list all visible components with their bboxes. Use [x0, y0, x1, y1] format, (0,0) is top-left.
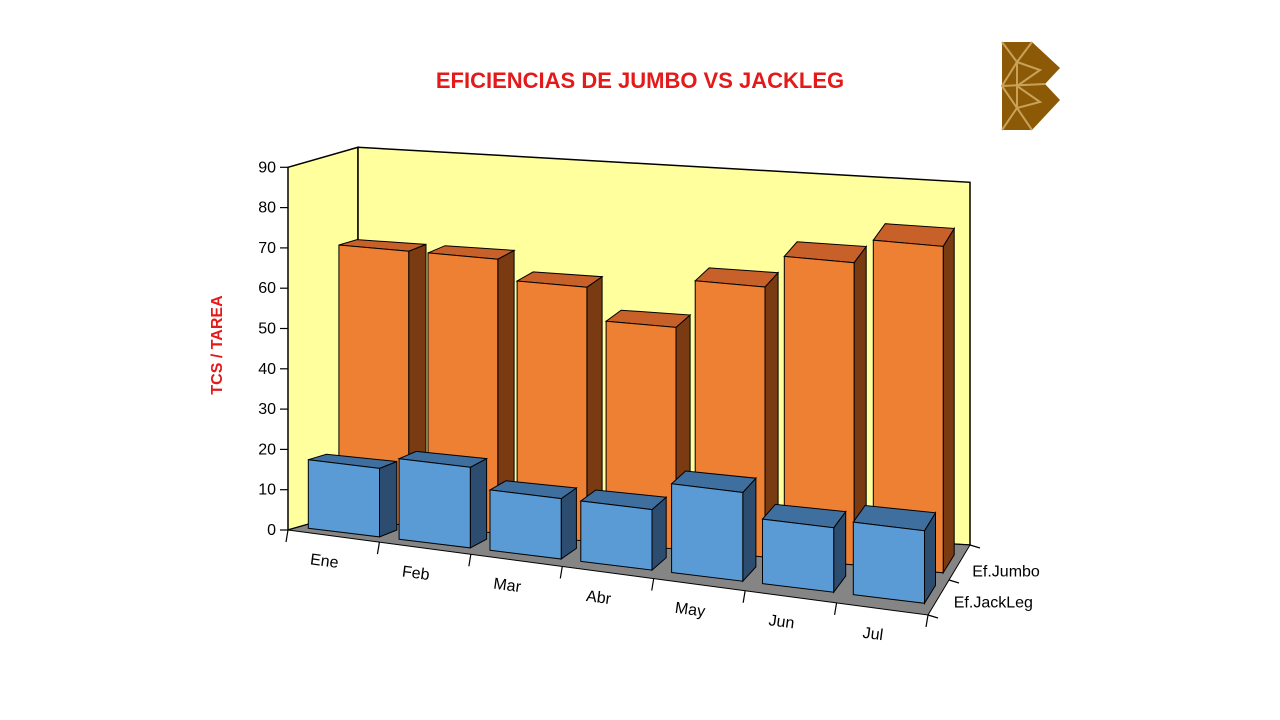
bar-jumbo-mar: [515, 271, 604, 543]
bar-jackleg-mar: [488, 480, 578, 560]
y-axis: 0 10 20 30 40 50 60 70 80 90: [258, 159, 288, 539]
x-tick: [651, 578, 655, 591]
series-label-jumbo: Ef.Jumbo: [972, 564, 1040, 581]
bars: [307, 223, 956, 606]
bar-front: [398, 458, 471, 549]
bar-jumbo-jul: [872, 223, 956, 575]
x-tick-label: Jun: [768, 612, 796, 632]
bar-side: [942, 226, 955, 575]
bar-jackleg-ene: [307, 453, 398, 538]
y-tick-label: 70: [258, 240, 276, 257]
x-tick-label: Jul: [862, 625, 885, 645]
bar-side: [469, 457, 488, 549]
series-labels: Ef.Jumbo Ef.JackLeg: [927, 544, 1040, 619]
bar-jackleg-jun: [761, 503, 847, 594]
x-tick-label: Abr: [585, 588, 613, 608]
bar-side: [560, 487, 577, 560]
y-tick-label: 30: [258, 401, 276, 418]
x-axis: Ene Feb Mar Abr May Jun Jul: [285, 529, 929, 645]
x-tick: [925, 614, 929, 628]
x-tick: [559, 566, 563, 579]
bar-jackleg-abr: [579, 489, 668, 572]
series-label-jackleg: Ef.JackLeg: [954, 594, 1033, 611]
bar-front: [580, 500, 653, 571]
x-tick: [833, 602, 838, 615]
y-tick-label: 50: [258, 321, 276, 338]
bar-jumbo-jun: [783, 241, 868, 567]
x-tick-label: May: [674, 600, 706, 621]
x-tick: [376, 542, 381, 555]
y-axis-label: TCS / TAREA: [209, 295, 226, 395]
bar-jackleg-may: [670, 470, 757, 583]
x-tick-label: Ene: [309, 551, 340, 572]
logo-line: [1001, 83, 1046, 87]
x-tick-label: Mar: [492, 576, 522, 597]
depth-tick: [969, 544, 981, 549]
bar-front: [307, 459, 380, 538]
bar-side: [379, 460, 398, 538]
bar-jackleg-feb: [397, 450, 489, 549]
depth-tick: [948, 579, 960, 584]
depth-tick: [927, 614, 939, 619]
x-tick: [285, 529, 289, 543]
bar-front: [852, 521, 925, 604]
y-tick-label: 90: [258, 159, 276, 176]
y-tick-label: 60: [258, 280, 276, 297]
x-tick: [742, 590, 746, 603]
company-logo-icon: [1000, 41, 1060, 131]
bar-front: [671, 483, 744, 582]
bar-jackleg-jul: [852, 504, 937, 606]
x-tick: [468, 554, 472, 567]
y-tick-label: 10: [258, 482, 276, 499]
chart-title: EFICIENCIAS DE JUMBO VS JACKLEG: [436, 68, 844, 93]
bar-side: [742, 476, 757, 583]
y-tick-label: 40: [258, 361, 276, 378]
y-tick-label: 80: [258, 200, 276, 217]
y-tick-label: 20: [258, 441, 276, 458]
y-tick-label: 0: [267, 522, 276, 539]
x-tick-label: Feb: [401, 564, 431, 584]
bar-front: [762, 518, 835, 593]
bar-front: [489, 489, 562, 560]
